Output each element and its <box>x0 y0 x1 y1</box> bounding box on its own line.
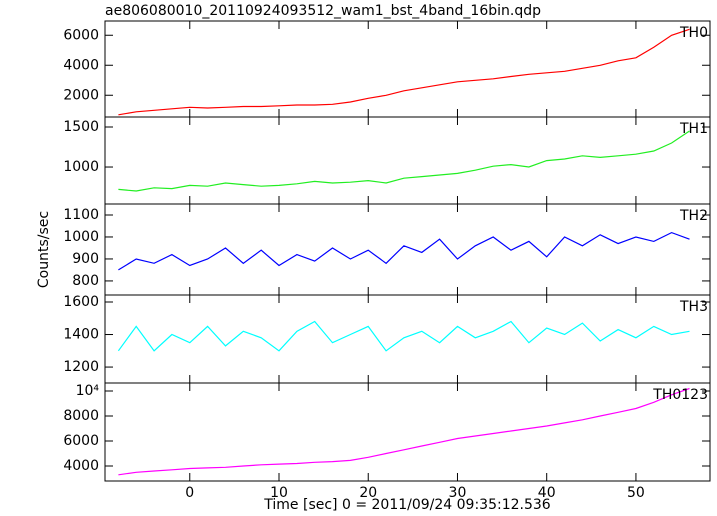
y-tick-label: 1200 <box>63 359 99 375</box>
y-tick-label: 1000 <box>63 159 99 175</box>
panel-frame <box>104 294 711 384</box>
series-label: TH1 <box>679 121 708 137</box>
panel-frame <box>104 20 711 118</box>
panel-frame <box>104 116 711 205</box>
x-tick-label: 10 <box>270 485 288 501</box>
x-tick-label: 0 <box>185 485 194 501</box>
data-line <box>118 387 690 476</box>
y-tick-label: 4000 <box>63 458 99 474</box>
y-tick-label: 900 <box>72 251 99 267</box>
series-label: TH0 <box>679 25 708 41</box>
y-tick-label: 8000 <box>63 408 99 424</box>
x-tick-label: 20 <box>359 485 377 501</box>
y-tick-label: 4000 <box>63 57 99 73</box>
y-tick-label: 1500 <box>63 119 99 135</box>
x-tick-label: 50 <box>627 485 645 501</box>
y-tick-label: 1100 <box>63 207 99 223</box>
data-line <box>117 320 690 352</box>
x-axis-label: Time [sec] 0 = 2011/09/24 09:35:12.536 <box>263 497 551 513</box>
chart-title: ae806080010_20110924093512_wam1_bst_4ban… <box>105 3 541 19</box>
y-tick-label: 1600 <box>63 294 99 310</box>
series-label: TH2 <box>679 208 708 224</box>
y-tick-label: 1000 <box>63 229 99 245</box>
data-line <box>118 28 690 116</box>
x-tick-label: 30 <box>449 485 467 501</box>
y-tick-label: 6000 <box>63 433 99 449</box>
y-tick-label: 6000 <box>63 27 99 43</box>
y-tick-label: 2000 <box>63 87 99 103</box>
data-line <box>118 231 690 271</box>
y-tick-label: 800 <box>72 273 99 289</box>
series-label: TH3 <box>679 299 708 315</box>
x-tick-label: 40 <box>538 485 556 501</box>
panel-frame <box>104 203 711 296</box>
y-axis-label: Counts/sec <box>36 211 52 288</box>
series-label: TH0123 <box>652 387 708 403</box>
panel-frame <box>104 382 711 482</box>
data-line <box>118 130 690 192</box>
y-tick-label: 10⁴ <box>76 383 100 399</box>
y-tick-label: 1400 <box>63 327 99 343</box>
